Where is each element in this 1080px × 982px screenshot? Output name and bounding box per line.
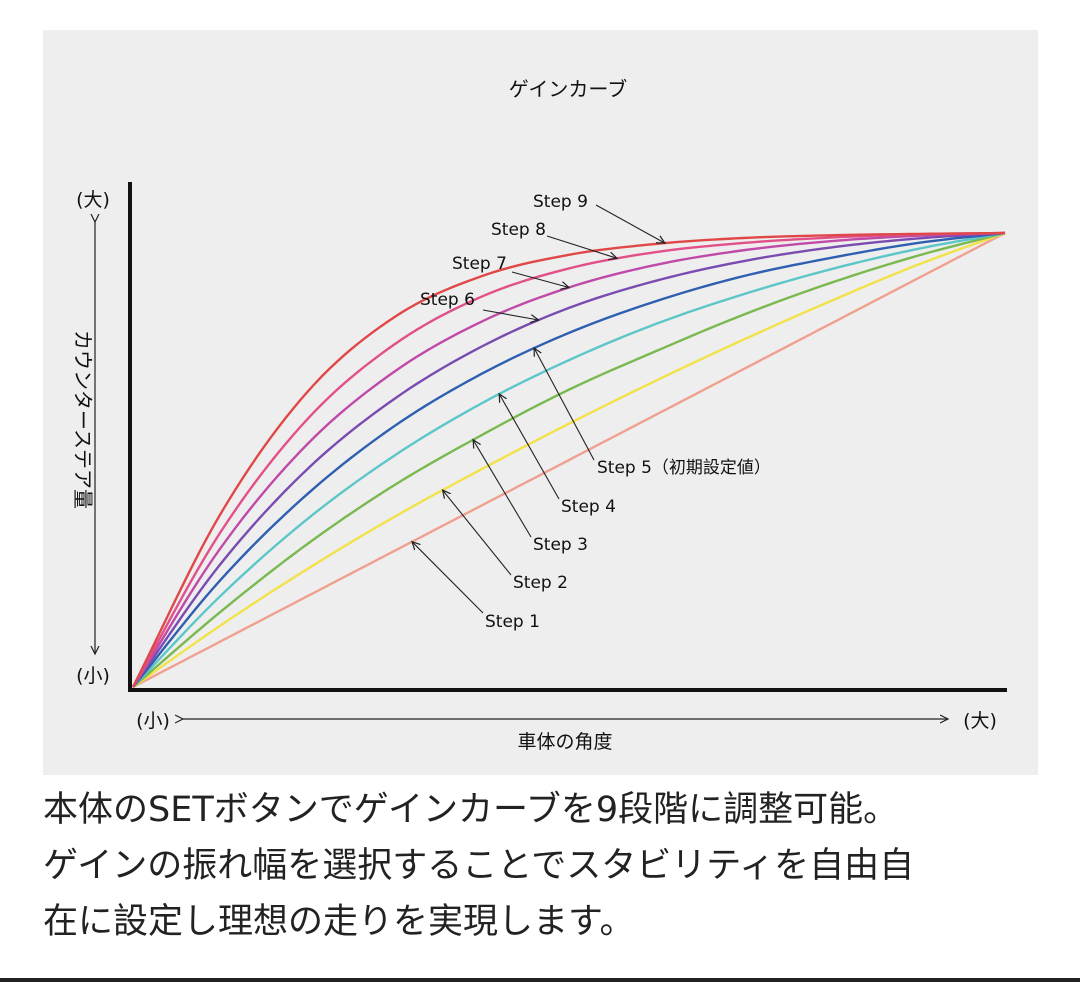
gain-curve-chart: ゲインカーブ (大) (小) カウンターステア量 (小) (大) 車体の角度 S…: [71, 77, 1007, 753]
callout-label-step-5: Step 5（初期設定値）: [597, 458, 771, 478]
callout-label-step-9: Step 9: [533, 192, 588, 212]
callout-arrow-step-8: [546, 235, 617, 258]
series-line-step-8: [131, 231, 1006, 688]
series-line-step-2: [132, 231, 1006, 688]
caption-line-3: 在に設定し理想の走りを実現します。: [43, 902, 635, 942]
callout-arrow-step-3: [473, 440, 532, 538]
callout-label-step-7: Step 7: [452, 254, 507, 274]
callout-label-step-4: Step 4: [561, 497, 616, 517]
callout-label-step-8: Step 8: [491, 220, 546, 240]
caption-line-2: ゲインの振れ幅を選択することでスタビリティを自由自: [43, 846, 915, 886]
callout-arrow-step-4: [499, 394, 560, 500]
y-axis-label: カウンターステア量: [71, 330, 95, 509]
x-max-label: (大): [963, 710, 997, 732]
series-line-step-1: [132, 231, 1006, 689]
callout-label-step-1: Step 1: [485, 612, 540, 632]
callout-arrow-step-6: [482, 309, 539, 320]
series-group: [131, 231, 1006, 689]
callout-arrow-step-5: [534, 348, 595, 461]
bottom-divider: [0, 978, 1080, 982]
callout-arrow-step-2: [443, 490, 512, 576]
series-line-step-9: [131, 231, 1006, 688]
x-axis-label: 車体の角度: [517, 731, 612, 753]
y-max-label: (大): [76, 189, 110, 211]
callout-label-step-2: Step 2: [513, 573, 568, 593]
series-line-step-3: [132, 231, 1006, 688]
callout-group: Step 1 Step 2 Step 3 Step 4 Step 5（初期設定値） Ste…: [412, 192, 771, 632]
callout-arrow-step-9: [595, 204, 665, 243]
y-min-label: (小): [76, 665, 110, 687]
series-line-step-4: [132, 231, 1006, 688]
callout-arrow-step-7: [511, 271, 569, 288]
series-line-step-6: [132, 231, 1006, 688]
caption-line-1: 本体のSETボタンでゲインカーブを9段階に調整可能。: [43, 790, 899, 830]
x-min-label: (小): [136, 710, 170, 732]
caption: 本体のSETボタンでゲインカーブを9段階に調整可能。 ゲインの振れ幅を選択するこ…: [43, 782, 1043, 950]
callout-arrow-step-1: [412, 542, 484, 614]
chart-panel: ゲインカーブ (大) (小) カウンターステア量 (小) (大) 車体の角度 S…: [43, 30, 1038, 775]
chart-title: ゲインカーブ: [509, 77, 627, 101]
series-line-step-5: [132, 231, 1006, 688]
callout-label-step-3: Step 3: [533, 535, 588, 555]
callout-label-step-6: Step 6: [420, 290, 475, 310]
